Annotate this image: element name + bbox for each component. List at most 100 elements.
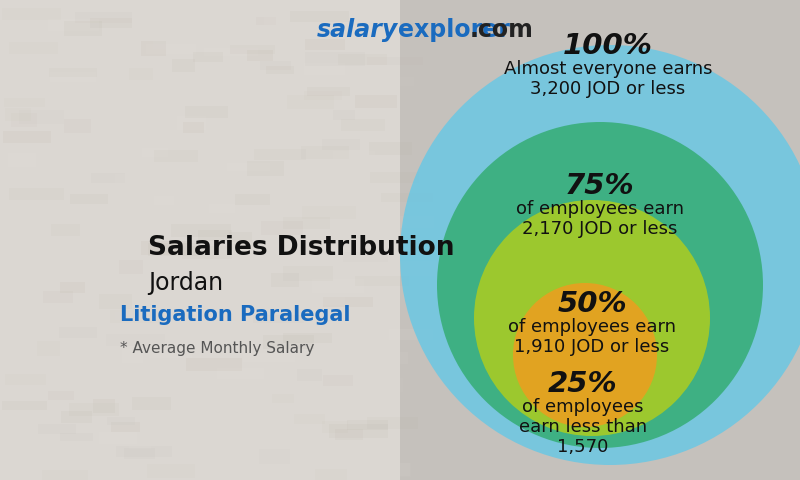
Text: of employees earn: of employees earn <box>508 318 676 336</box>
Bar <box>43 180 66 193</box>
Bar <box>99 432 138 444</box>
Text: 100%: 100% <box>563 32 653 60</box>
Bar <box>19 110 64 124</box>
Bar <box>122 349 143 363</box>
Bar <box>323 374 353 386</box>
Bar <box>203 376 235 390</box>
Bar <box>4 98 45 108</box>
Bar <box>322 297 373 307</box>
Bar <box>355 95 397 108</box>
Bar <box>18 65 75 73</box>
Bar <box>60 432 94 441</box>
Bar <box>283 333 332 343</box>
Bar <box>96 31 134 42</box>
Bar <box>51 58 108 69</box>
Bar <box>290 455 323 465</box>
Bar <box>229 232 252 241</box>
Bar <box>53 172 75 181</box>
Bar <box>200 204 222 218</box>
Circle shape <box>513 283 657 427</box>
Bar <box>261 61 291 70</box>
Text: of employees earn: of employees earn <box>516 200 684 218</box>
Bar <box>146 464 195 479</box>
Text: explorer: explorer <box>398 18 510 42</box>
Bar <box>361 386 382 397</box>
Bar <box>185 125 218 137</box>
Bar <box>218 143 239 154</box>
Text: 25%: 25% <box>548 370 618 398</box>
Text: of employees: of employees <box>522 398 644 416</box>
Bar <box>60 282 85 293</box>
Text: Salaries Distribution: Salaries Distribution <box>148 235 454 261</box>
Bar <box>154 321 180 336</box>
Bar <box>142 148 168 157</box>
Bar <box>341 159 382 169</box>
Bar <box>41 425 95 438</box>
Bar <box>364 378 402 392</box>
Bar <box>343 252 388 262</box>
Bar <box>370 172 419 183</box>
Text: 50%: 50% <box>557 290 627 318</box>
Bar <box>247 50 273 60</box>
Bar <box>48 19 99 31</box>
Bar <box>302 206 356 219</box>
Bar <box>63 322 97 336</box>
Bar <box>177 117 206 130</box>
Bar <box>333 164 386 174</box>
Bar <box>294 414 325 423</box>
Bar <box>378 463 410 476</box>
Bar <box>382 193 433 202</box>
Bar <box>341 119 386 131</box>
Bar <box>42 469 88 480</box>
Bar <box>38 424 76 433</box>
Bar <box>41 187 98 200</box>
Bar <box>22 82 44 94</box>
Bar <box>141 241 190 255</box>
Bar <box>50 224 80 236</box>
Bar <box>148 243 198 256</box>
Bar <box>254 149 306 160</box>
Bar <box>9 188 64 200</box>
Bar <box>372 77 414 86</box>
Bar <box>69 403 119 416</box>
Bar <box>198 426 235 439</box>
Bar <box>185 106 228 118</box>
Bar <box>17 416 65 425</box>
Bar <box>204 48 258 56</box>
Bar <box>2 8 62 20</box>
Bar <box>389 329 433 340</box>
Bar <box>141 41 166 56</box>
Circle shape <box>400 45 800 465</box>
Bar <box>338 54 387 65</box>
Bar <box>59 327 98 338</box>
Bar <box>297 370 322 381</box>
Text: 75%: 75% <box>565 172 635 200</box>
Bar <box>118 260 142 274</box>
Text: 1,910 JOD or less: 1,910 JOD or less <box>514 338 670 356</box>
Bar <box>306 39 345 50</box>
Bar <box>111 421 140 432</box>
Bar <box>258 449 290 464</box>
Bar <box>369 142 412 155</box>
Bar <box>0 0 400 480</box>
Bar <box>382 216 434 228</box>
Bar <box>171 224 230 237</box>
Bar <box>93 399 115 413</box>
Bar <box>322 139 360 150</box>
Bar <box>58 239 94 250</box>
Text: Litigation Paralegal: Litigation Paralegal <box>120 305 350 325</box>
Circle shape <box>437 122 763 448</box>
Bar <box>250 1 309 11</box>
Bar <box>11 113 37 127</box>
Bar <box>315 469 346 480</box>
Text: * Average Monthly Salary: * Average Monthly Salary <box>120 340 314 356</box>
Bar <box>107 417 134 425</box>
Bar <box>124 237 179 251</box>
Bar <box>359 78 390 87</box>
Bar <box>253 315 304 324</box>
Bar <box>124 36 145 47</box>
Bar <box>70 426 92 436</box>
Bar <box>266 66 294 74</box>
Bar <box>333 110 355 120</box>
Bar <box>322 421 348 433</box>
